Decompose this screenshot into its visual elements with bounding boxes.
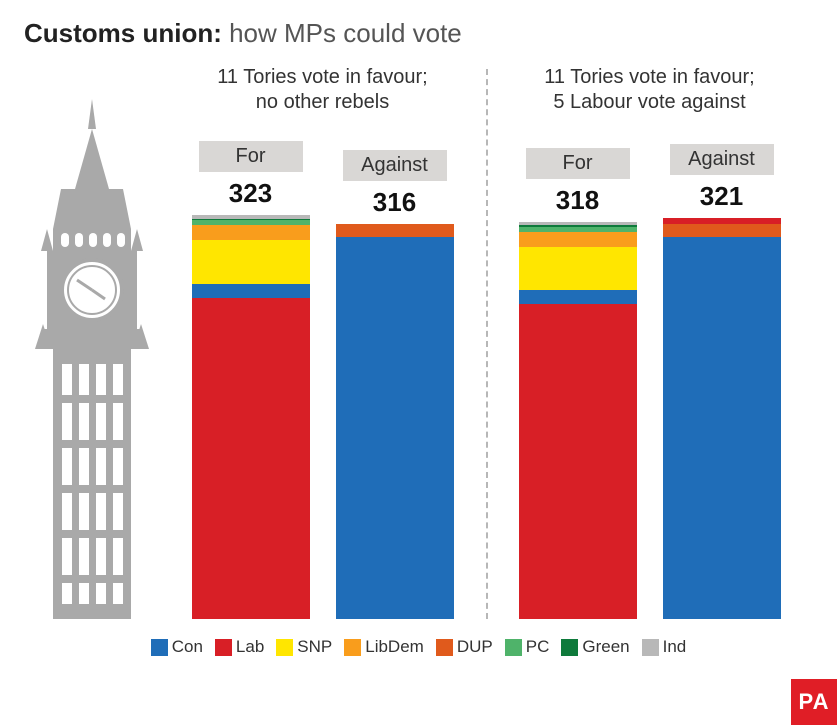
bars-row: For 323 Against 316 <box>192 129 454 619</box>
bar-segment-con <box>192 284 310 298</box>
bar-total: 316 <box>373 187 416 218</box>
bar-segment-snp <box>192 240 310 284</box>
bar-stack <box>519 222 637 620</box>
legend-swatch <box>436 639 453 656</box>
legend-item-pc: PC <box>505 637 550 657</box>
legend-item-con: Con <box>151 637 203 657</box>
bar-segment-dup <box>663 224 781 237</box>
bar-segment-libdem <box>519 232 637 247</box>
bar-total: 323 <box>229 178 272 209</box>
legend-swatch <box>276 639 293 656</box>
legend: Con Lab SNP LibDem DUP PC Green Ind <box>24 637 813 657</box>
bar-segment-lab <box>519 304 637 619</box>
scenario-panel: 11 Tories vote in favour;5 Labour vote a… <box>486 59 813 619</box>
bar-stack <box>663 218 781 619</box>
bar-column: Against 321 <box>663 144 781 619</box>
bar-segment-con <box>336 237 454 620</box>
bar-stack <box>336 224 454 619</box>
big-ben-icon <box>27 99 157 619</box>
infographic-canvas: Customs union: how MPs could vote <box>0 0 837 725</box>
title-bold: Customs union: <box>24 18 222 48</box>
legend-label: PC <box>526 637 550 657</box>
bar-total: 321 <box>700 181 743 212</box>
bar-segment-con <box>663 237 781 620</box>
legend-item-snp: SNP <box>276 637 332 657</box>
scenario-panel: 11 Tories vote in favour;no other rebels… <box>159 59 486 619</box>
legend-swatch <box>215 639 232 656</box>
bars-row: For 318 Against 321 <box>519 129 781 619</box>
bar-header: For <box>526 148 630 179</box>
bar-total: 318 <box>556 185 599 216</box>
legend-swatch <box>151 639 168 656</box>
legend-item-libdem: LibDem <box>344 637 424 657</box>
legend-item-dup: DUP <box>436 637 493 657</box>
bar-header: For <box>199 141 303 172</box>
bar-segment-libdem <box>192 225 310 240</box>
body-row: 11 Tories vote in favour;no other rebels… <box>24 59 813 619</box>
bar-segment-lab <box>192 298 310 619</box>
bar-segment-con <box>519 290 637 304</box>
legend-label: SNP <box>297 637 332 657</box>
legend-swatch <box>642 639 659 656</box>
bar-column: For 323 <box>192 141 310 619</box>
scenario-label: 11 Tories vote in favour;no other rebels <box>217 65 428 117</box>
scenario-label: 11 Tories vote in favour;5 Labour vote a… <box>544 65 755 117</box>
bar-segment-snp <box>519 247 637 291</box>
bar-header: Against <box>343 150 447 181</box>
legend-label: Con <box>172 637 203 657</box>
bar-column: For 318 <box>519 148 637 620</box>
legend-item-lab: Lab <box>215 637 264 657</box>
legend-label: Green <box>582 637 629 657</box>
legend-item-ind: Ind <box>642 637 687 657</box>
bar-column: Against 316 <box>336 150 454 619</box>
legend-label: Lab <box>236 637 264 657</box>
panel-divider <box>486 69 488 619</box>
bar-segment-dup <box>336 224 454 237</box>
legend-swatch <box>344 639 361 656</box>
legend-label: DUP <box>457 637 493 657</box>
source-badge: PA <box>791 679 837 725</box>
legend-swatch <box>505 639 522 656</box>
big-ben-illustration <box>24 99 159 619</box>
legend-label: LibDem <box>365 637 424 657</box>
bar-header: Against <box>670 144 774 175</box>
title-light: how MPs could vote <box>222 18 462 48</box>
legend-item-green: Green <box>561 637 629 657</box>
panels-container: 11 Tories vote in favour;no other rebels… <box>159 59 813 619</box>
chart-title: Customs union: how MPs could vote <box>24 18 813 49</box>
legend-swatch <box>561 639 578 656</box>
bar-stack <box>192 215 310 619</box>
legend-label: Ind <box>663 637 687 657</box>
